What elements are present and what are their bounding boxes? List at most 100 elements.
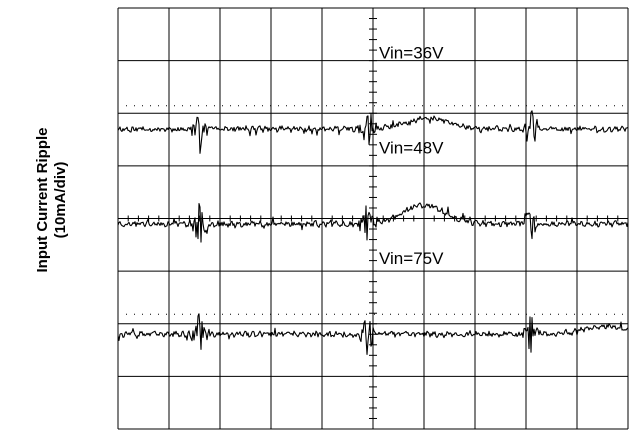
dotted-reference-mark <box>590 313 591 315</box>
trace-label: Vin=75V <box>379 249 444 268</box>
dotted-reference-mark <box>518 313 519 315</box>
dotted-reference-mark <box>446 313 447 315</box>
dotted-reference-mark <box>382 313 383 315</box>
dotted-reference-mark <box>174 313 175 315</box>
dotted-reference-mark <box>526 105 527 107</box>
dotted-reference-mark <box>606 105 607 107</box>
dotted-reference-mark <box>166 313 167 315</box>
dotted-reference-mark <box>598 105 599 107</box>
dotted-reference-mark <box>278 313 279 315</box>
trace-label: Vin=36V <box>379 44 444 63</box>
dotted-reference-mark <box>422 313 423 315</box>
dotted-reference-mark <box>550 313 551 315</box>
dotted-reference-mark <box>326 313 327 315</box>
dotted-reference-mark <box>222 313 223 315</box>
dotted-reference-mark <box>374 313 375 315</box>
dotted-reference-mark <box>198 105 199 107</box>
trace-label: Vin=48V <box>379 138 444 157</box>
dotted-reference-mark <box>446 105 447 107</box>
dotted-reference-mark <box>558 105 559 107</box>
dotted-reference-mark <box>542 105 543 107</box>
dotted-reference-mark <box>334 105 335 107</box>
dotted-reference-mark <box>390 105 391 107</box>
y-axis-label-line-1: Input Current Ripple <box>34 128 51 273</box>
dotted-reference-mark <box>526 313 527 315</box>
dotted-reference-mark <box>414 313 415 315</box>
dotted-reference-mark <box>286 313 287 315</box>
dotted-reference-mark <box>270 105 271 107</box>
dotted-reference-mark <box>142 313 143 315</box>
y-axis-label-line-2: (10mA/div) <box>52 162 69 239</box>
dotted-reference-mark <box>494 313 495 315</box>
dotted-reference-mark <box>190 313 191 315</box>
dotted-reference-mark <box>310 105 311 107</box>
dotted-reference-mark <box>470 105 471 107</box>
dotted-reference-mark <box>182 313 183 315</box>
dotted-reference-mark <box>254 313 255 315</box>
dotted-reference-mark <box>158 313 159 315</box>
dotted-reference-mark <box>398 313 399 315</box>
dotted-reference-mark <box>502 105 503 107</box>
dotted-reference-mark <box>262 105 263 107</box>
dotted-reference-mark <box>238 105 239 107</box>
dotted-reference-mark <box>582 105 583 107</box>
trace-line <box>117 313 629 355</box>
dotted-reference-mark <box>334 313 335 315</box>
dotted-reference-mark <box>518 105 519 107</box>
dotted-reference-mark <box>150 105 151 107</box>
dotted-reference-mark <box>574 313 575 315</box>
dotted-reference-mark <box>318 105 319 107</box>
dotted-reference-mark <box>302 105 303 107</box>
dotted-reference-mark <box>430 105 431 107</box>
dotted-reference-mark <box>326 105 327 107</box>
plot-area: Vin=36V Vin=48V Vin=75V <box>117 7 629 430</box>
dotted-reference-mark <box>534 105 535 107</box>
dotted-reference-mark <box>214 105 215 107</box>
dotted-reference-mark <box>438 105 439 107</box>
dotted-reference-mark <box>534 313 535 315</box>
dotted-reference-mark <box>166 105 167 107</box>
dotted-reference-mark <box>206 105 207 107</box>
dotted-reference-mark <box>214 313 215 315</box>
dotted-reference-mark <box>182 105 183 107</box>
dotted-reference-mark <box>382 105 383 107</box>
dotted-reference-mark <box>302 313 303 315</box>
dotted-reference-mark <box>126 313 127 315</box>
dotted-reference-mark <box>590 105 591 107</box>
dotted-reference-mark <box>510 313 511 315</box>
dotted-reference-mark <box>310 313 311 315</box>
y-axis-label: Input Current Ripple (10mA/div) <box>34 128 69 273</box>
dotted-reference-mark <box>558 313 559 315</box>
dotted-reference-mark <box>270 313 271 315</box>
dotted-reference-mark <box>246 313 247 315</box>
dotted-reference-mark <box>142 105 143 107</box>
dotted-reference-mark <box>486 105 487 107</box>
dotted-reference-mark <box>358 313 359 315</box>
dotted-reference-mark <box>286 105 287 107</box>
dotted-reference-mark <box>262 313 263 315</box>
dotted-reference-mark <box>238 313 239 315</box>
dotted-reference-mark <box>510 105 511 107</box>
dotted-reference-mark <box>230 105 231 107</box>
dotted-reference-mark <box>550 105 551 107</box>
dotted-reference-mark <box>622 313 623 315</box>
dotted-reference-mark <box>366 105 367 107</box>
dotted-reference-mark <box>486 313 487 315</box>
dotted-reference-mark <box>358 105 359 107</box>
dotted-reference-mark <box>606 313 607 315</box>
dotted-reference-mark <box>230 313 231 315</box>
dotted-reference-mark <box>582 313 583 315</box>
dotted-reference-mark <box>470 313 471 315</box>
dotted-reference-mark <box>390 313 391 315</box>
dotted-reference-mark <box>294 105 295 107</box>
dotted-reference-mark <box>222 105 223 107</box>
dotted-reference-mark <box>614 105 615 107</box>
dotted-reference-mark <box>406 313 407 315</box>
dotted-reference-mark <box>614 313 615 315</box>
dotted-reference-mark <box>438 313 439 315</box>
dotted-reference-mark <box>126 105 127 107</box>
dotted-reference-mark <box>478 105 479 107</box>
dotted-reference-mark <box>478 313 479 315</box>
dotted-reference-mark <box>622 105 623 107</box>
